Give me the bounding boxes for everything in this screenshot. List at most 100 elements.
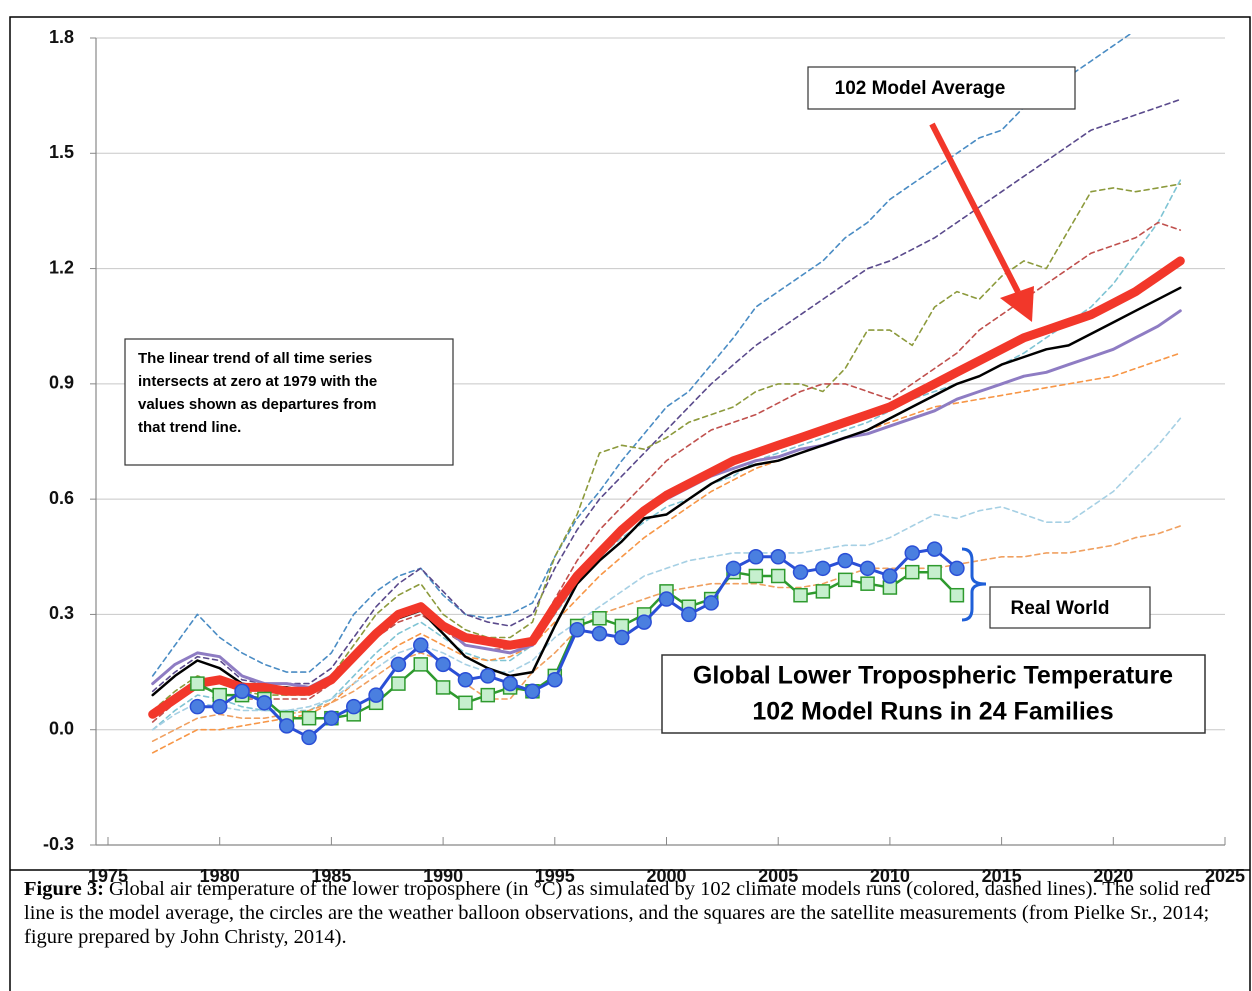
x-tick-label: 1990 [423, 866, 463, 886]
marker-circle [569, 622, 585, 638]
model-run [151, 34, 1132, 677]
grid: -0.3 0.0 0.3 0.6 0.9 1.2 1.5 1.8 1975 1980 1985 199… [43, 27, 1245, 886]
marker-circle [949, 560, 965, 577]
marker-circle [323, 710, 340, 726]
y-tick-label: 0.6 [49, 488, 74, 508]
x-tick-label: 2000 [646, 866, 686, 886]
marker-circle [859, 560, 876, 577]
marker-circle [815, 560, 831, 577]
marker-circle [770, 549, 786, 565]
marker-circle [502, 675, 518, 692]
marker-circle [547, 672, 563, 688]
marker-square [480, 687, 496, 703]
note-line: intersects at zero at 1979 with the [138, 373, 377, 390]
caption: Figure 3: Global air temperature of the … [24, 877, 1234, 949]
marker-square [435, 680, 451, 695]
marker-square [793, 587, 808, 603]
y-tick-label: 0.0 [49, 718, 74, 738]
marker-circle [457, 672, 474, 688]
marker-circle [278, 718, 295, 734]
marker-circle [926, 541, 943, 557]
arrow-head [1000, 286, 1034, 322]
marker-circle [703, 595, 719, 611]
marker-square [190, 676, 205, 691]
marker-square [592, 611, 607, 626]
average-label: 102 Model Average [835, 78, 1006, 99]
model-run [151, 98, 1182, 693]
plot-area [148, 34, 1185, 754]
series-line [148, 256, 1185, 719]
marker-square [949, 587, 965, 603]
marker-circle [189, 698, 206, 715]
real-world-box [989, 586, 1151, 629]
marker-square [413, 657, 429, 672]
marker-circle [658, 591, 675, 607]
marker-circle [636, 614, 652, 630]
x-tick-label: 1985 [311, 866, 351, 886]
frame [9, 16, 1251, 991]
x-tick-label: 1995 [535, 866, 575, 886]
marker-circle [681, 606, 697, 623]
model-run [151, 417, 1182, 731]
chart-subtitle: 102 Model Runs in 24 Families [752, 698, 1113, 726]
marker-circle [748, 549, 764, 565]
x-tick-label: 2020 [1093, 866, 1133, 886]
marker-square [748, 568, 764, 584]
caption-label: Figure 3: [24, 878, 104, 900]
marker-circle [301, 729, 317, 746]
annotations: The linear trend of all time series inte… [124, 66, 1206, 734]
real-world-label: Real World [1011, 598, 1110, 619]
marker-square [301, 710, 317, 726]
marker-square [770, 568, 786, 584]
y-tick-label: 1.2 [49, 257, 74, 277]
note-line: values shown as departures from [138, 396, 376, 413]
marker-circle [524, 683, 541, 700]
marker-circle [882, 568, 898, 584]
marker-square [815, 584, 831, 599]
marker-square [904, 564, 920, 580]
x-tick-label: 1980 [200, 866, 240, 886]
y-tick-label: 1.5 [49, 142, 74, 162]
y-tick-label: -0.3 [43, 834, 74, 854]
note-line: The linear trend of all time series [138, 350, 372, 367]
arrow-shaft [929, 122, 1021, 294]
note-box [124, 338, 454, 466]
marker-circle [837, 552, 853, 569]
note-line: that trend line. [138, 419, 241, 436]
marker-circle [614, 629, 630, 646]
marker-circle [368, 687, 384, 703]
y-tick-label: 0.3 [49, 603, 74, 623]
marker-square [860, 576, 875, 591]
marker-square [927, 564, 942, 580]
y-tick-label: 0.9 [49, 373, 74, 393]
marker-circle [725, 560, 742, 577]
marker-circle [234, 683, 250, 700]
marker-square [458, 695, 473, 711]
marker-circle [413, 637, 429, 653]
chart-title: Global Lower Tropospheric Temperature [693, 662, 1173, 690]
bracket [961, 547, 987, 622]
average-box [807, 66, 1076, 110]
caption-text: Global air temperature of the lower trop… [24, 878, 1211, 948]
marker-circle [256, 695, 273, 711]
marker-circle [792, 564, 809, 580]
marker-circle [211, 698, 228, 715]
marker-circle [435, 656, 451, 673]
x-tick-label: 2010 [870, 866, 910, 886]
title-box [661, 654, 1206, 734]
marker-circle [345, 698, 362, 715]
marker-square [837, 572, 853, 588]
marker-circle [591, 625, 608, 642]
x-tick-label: 2015 [982, 866, 1022, 886]
model-run [151, 221, 1182, 723]
marker-square [391, 676, 406, 691]
marker-circle [390, 656, 407, 673]
model-run [151, 352, 1182, 754]
y-tick-label: 1.8 [49, 27, 74, 47]
x-tick-label: 1975 [88, 866, 128, 886]
x-tick-label: 2005 [758, 866, 798, 886]
marker-circle [904, 545, 920, 561]
x-tick-label: 2025 [1205, 866, 1245, 886]
